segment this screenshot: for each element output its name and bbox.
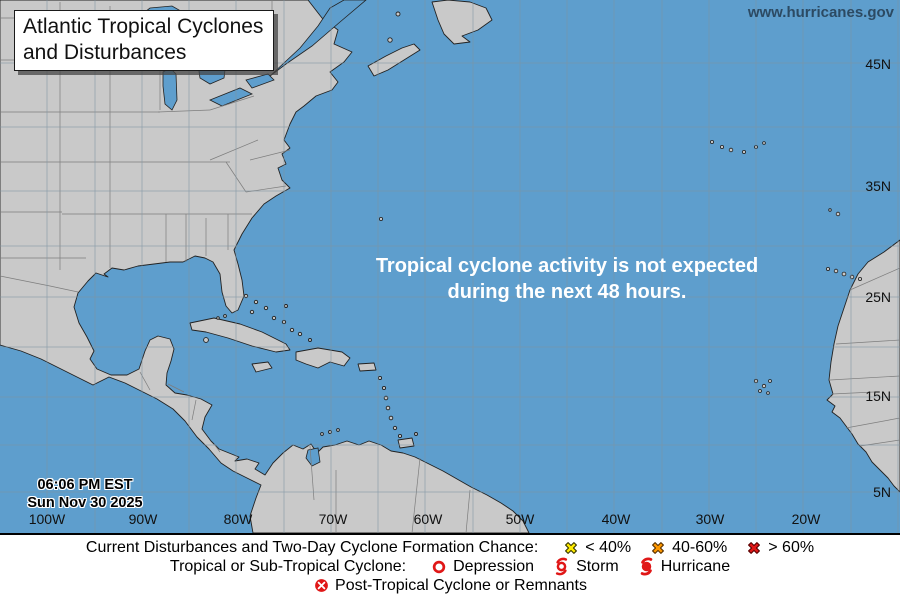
legend: Current Disturbances and Two-Day Cyclone… [0, 535, 900, 601]
legend-row-post-tropical: Post-Tropical Cyclone or Remnants [313, 576, 587, 595]
outlook-message-line1: Tropical cyclone activity is not expecte… [375, 255, 759, 277]
map-title-line1: Atlantic Tropical Cyclones [23, 15, 264, 38]
legend-row-cyclone-types: Tropical or Sub-Tropical Cyclone: Depres… [170, 557, 730, 576]
storm-icon [552, 557, 571, 576]
post-tropical-label: Post-Tropical Cyclone or Remnants [335, 576, 587, 594]
chance-low-label: < 40% [585, 538, 632, 556]
issuance-time: 06:06 PM EST [37, 477, 133, 493]
chance-high-label: > 60% [768, 538, 815, 556]
x-icon [649, 539, 667, 557]
map-islands-canada [367, 0, 493, 77]
storm-label: Storm [576, 557, 619, 575]
map-islands-atlantic [378, 139, 863, 395]
map-canvas [0, 0, 900, 533]
lon-label-80w: 80W [223, 511, 253, 527]
hurricanes-gov-link[interactable]: www.hurricanes.gov [747, 4, 894, 21]
lat-label-35n: 35N [865, 178, 891, 194]
issuance-date: Sun Nov 30 2025 [27, 495, 143, 512]
chance-medium-label: 40-60% [672, 538, 728, 556]
depression-icon [430, 558, 448, 576]
lat-label-25n: 25N [865, 289, 891, 305]
map-title-line2: and Disturbances [23, 40, 187, 64]
legend-row-formation-chance: Current Disturbances and Two-Day Cyclone… [86, 538, 814, 557]
lat-label-5n: 5N [873, 484, 891, 500]
hurricane-icon [637, 557, 656, 576]
lat-label-45n: 45N [865, 56, 891, 72]
lat-label-15n: 15N [865, 388, 891, 404]
depression-label: Depression [453, 557, 535, 575]
cyclone-types-label: Tropical or Sub-Tropical Cyclone: [169, 557, 407, 575]
map-title: Atlantic Tropical Cyclones and Disturban… [14, 10, 275, 72]
lon-label-40w: 40W [601, 511, 631, 527]
lon-label-90w: 90W [128, 511, 158, 527]
atlantic-map: 45N 35N 25N 15N 5N 100W 90W 80W 70W 60W … [0, 0, 900, 535]
lon-label-50w: 50W [505, 511, 535, 527]
post-tropical-icon [313, 577, 330, 594]
lon-label-70w: 70W [318, 511, 348, 527]
outlook-message: Tropical cyclone activity is not expecte… [320, 253, 814, 305]
lon-label-20w: 20W [791, 511, 821, 527]
formation-chance-label: Current Disturbances and Two-Day Cyclone… [85, 538, 539, 556]
hurricane-label: Hurricane [660, 557, 731, 575]
lakes [131, 0, 367, 467]
lon-label-60w: 60W [413, 511, 443, 527]
graticule [0, 0, 900, 533]
outlook-message-line2: during the next 48 hours. [447, 281, 687, 303]
lon-label-30w: 30W [695, 511, 725, 527]
x-icon [562, 539, 580, 557]
x-icon [745, 539, 763, 557]
map-islands-caribbean [189, 293, 418, 449]
issuance-timestamp: 06:06 PM EST Sun Nov 30 2025 [10, 476, 160, 512]
map-land-americas [0, 0, 530, 533]
lon-label-100w: 100W [28, 511, 66, 527]
